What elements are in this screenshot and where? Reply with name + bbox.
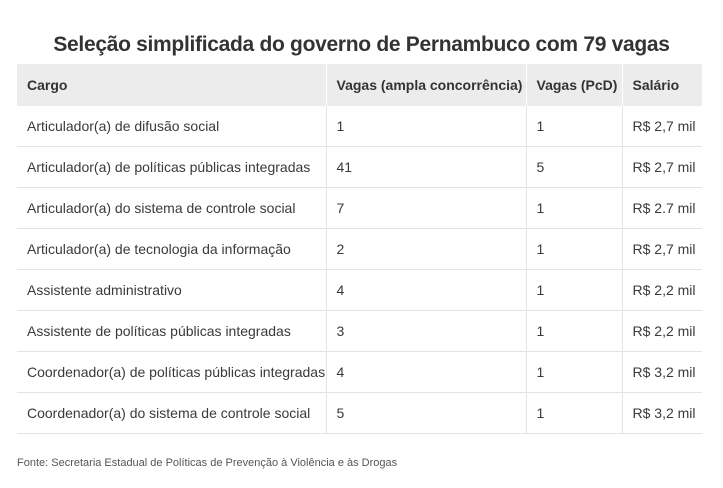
cell-salario: R$ 2,7 mil bbox=[621, 106, 702, 147]
cell-salario: R$ 2.7 mil bbox=[621, 187, 702, 229]
cell-vagas-ampla: 3 bbox=[325, 310, 526, 352]
column-header-vagas-ampla: Vagas (ampla concorrência) bbox=[325, 64, 526, 106]
cell-vagas-pcd: 1 bbox=[525, 310, 622, 352]
cell-vagas-ampla: 1 bbox=[325, 106, 526, 147]
cell-salario: R$ 2,7 mil bbox=[621, 228, 702, 270]
table-row: Coordenador(a) do sistema de controle so… bbox=[17, 392, 702, 434]
cell-cargo: Articulador(a) de difusão social bbox=[17, 106, 326, 147]
cell-vagas-ampla: 2 bbox=[325, 228, 526, 270]
cell-vagas-pcd: 1 bbox=[525, 392, 622, 434]
cell-vagas-ampla: 41 bbox=[325, 146, 526, 188]
cell-cargo: Assistente de políticas públicas integra… bbox=[17, 310, 326, 352]
cell-salario: R$ 2,2 mil bbox=[621, 310, 702, 352]
table-row: Articulador(a) de difusão social 1 1 R$ … bbox=[17, 106, 702, 147]
cell-vagas-pcd: 5 bbox=[525, 146, 622, 188]
cell-salario: R$ 3,2 mil bbox=[621, 351, 702, 393]
cell-cargo: Articulador(a) de políticas públicas int… bbox=[17, 146, 326, 188]
cell-cargo: Coordenador(a) de políticas públicas int… bbox=[17, 351, 326, 393]
table-row: Assistente de políticas públicas integra… bbox=[17, 310, 702, 352]
table-title: Seleção simplificada do governo de Perna… bbox=[53, 33, 670, 56]
cell-vagas-ampla: 4 bbox=[325, 269, 526, 311]
cell-salario: R$ 2,7 mil bbox=[621, 146, 702, 188]
table-row: Coordenador(a) de políticas públicas int… bbox=[17, 351, 702, 393]
cell-vagas-pcd: 1 bbox=[525, 351, 622, 393]
cell-cargo: Articulador(a) do sistema de controle so… bbox=[17, 187, 326, 229]
data-table: Cargo Vagas (ampla concorrência) Vagas (… bbox=[17, 64, 702, 434]
cell-vagas-pcd: 1 bbox=[525, 269, 622, 311]
table-row: Assistente administrativo 4 1 R$ 2,2 mil bbox=[17, 269, 702, 311]
column-header-cargo: Cargo bbox=[17, 64, 326, 106]
cell-vagas-pcd: 1 bbox=[525, 187, 622, 229]
table-row: Articulador(a) de tecnologia da informaç… bbox=[17, 228, 702, 270]
column-header-vagas-pcd: Vagas (PcD) bbox=[525, 64, 622, 106]
cell-vagas-pcd: 1 bbox=[525, 106, 622, 147]
cell-vagas-pcd: 1 bbox=[525, 228, 622, 270]
cell-vagas-ampla: 7 bbox=[325, 187, 526, 229]
cell-cargo: Articulador(a) de tecnologia da informaç… bbox=[17, 228, 326, 270]
cell-vagas-ampla: 5 bbox=[325, 392, 526, 434]
cell-cargo: Coordenador(a) do sistema de controle so… bbox=[17, 392, 326, 434]
source-note: Fonte: Secretaria Estadual de Políticas … bbox=[17, 457, 398, 469]
cell-salario: R$ 3,2 mil bbox=[621, 392, 702, 434]
cell-cargo: Assistente administrativo bbox=[17, 269, 326, 311]
table-row: Articulador(a) do sistema de controle so… bbox=[17, 187, 702, 229]
column-header-salario: Salário bbox=[621, 64, 702, 106]
cell-salario: R$ 2,2 mil bbox=[621, 269, 702, 311]
cell-vagas-ampla: 4 bbox=[325, 351, 526, 393]
header-row: Cargo Vagas (ampla concorrência) Vagas (… bbox=[17, 64, 702, 106]
table-row: Articulador(a) de políticas públicas int… bbox=[17, 146, 702, 188]
